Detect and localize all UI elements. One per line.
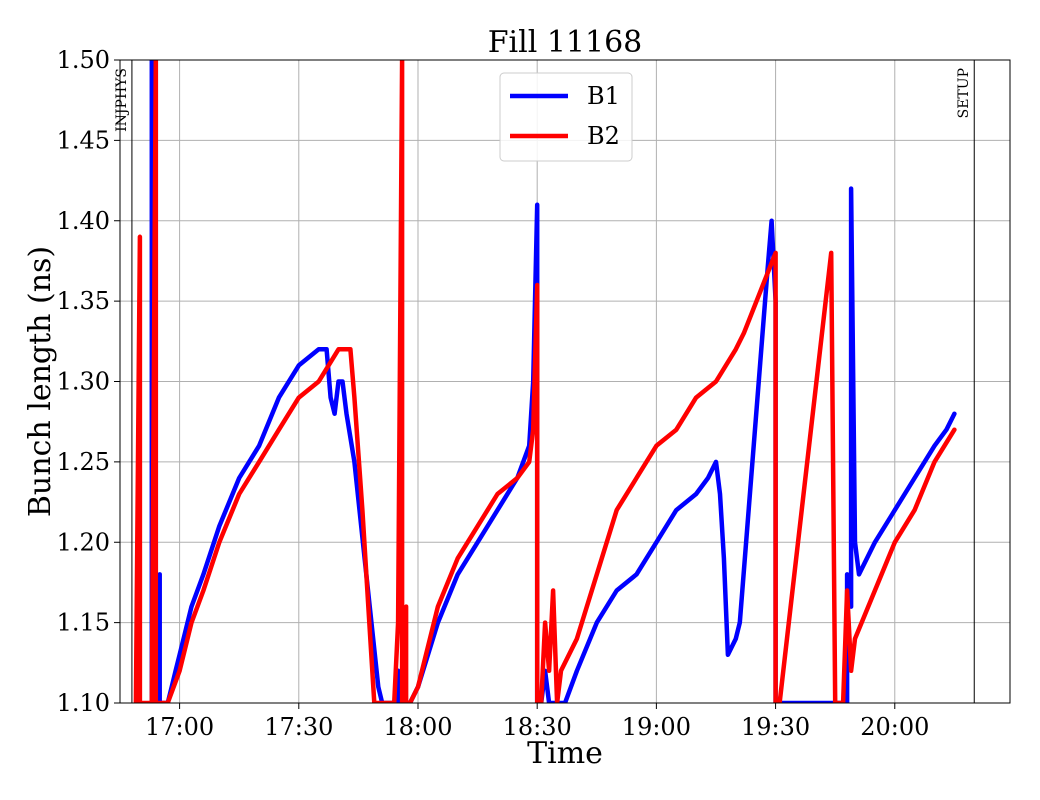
y-tick-label: 1.20 (57, 528, 110, 556)
marker-label: INJPHYS (114, 68, 130, 132)
y-tick-label: 1.40 (57, 207, 110, 235)
y-tick-label: 1.25 (57, 448, 110, 476)
y-axis-ticks: 1.10 1.15 1.20 1.25 1.30 1.35 1.40 1.45 1.50 (57, 46, 120, 717)
x-axis-title: Time (527, 736, 603, 771)
series-line-b2 (133, 60, 957, 703)
y-tick-label: 1.45 (57, 126, 110, 154)
marker-label: SETUP (956, 68, 972, 118)
x-tick-label: 17:30 (264, 713, 333, 741)
plot-area (133, 60, 957, 703)
legend-label: B2 (587, 122, 620, 150)
y-tick-label: 1.15 (57, 609, 110, 637)
x-tick-label: 18:30 (503, 713, 572, 741)
marker-lines: INJPHYS SETUP (114, 60, 975, 703)
x-axis-ticks: 17:00 17:30 18:00 18:30 19:00 19:30 20:00 (145, 703, 929, 741)
x-tick-label: 20:00 (860, 713, 929, 741)
x-tick-label: 19:30 (741, 713, 810, 741)
x-tick-label: 19:00 (622, 713, 691, 741)
y-tick-label: 1.30 (57, 368, 110, 396)
y-tick-label: 1.35 (57, 287, 110, 315)
x-tick-label: 17:00 (145, 713, 214, 741)
y-tick-label: 1.10 (57, 689, 110, 717)
y-tick-label: 1.50 (57, 46, 110, 74)
chart-title: Fill 11168 (488, 25, 643, 60)
legend-label: B1 (587, 82, 620, 110)
y-axis-title: Bunch length (ns) (23, 246, 58, 517)
x-tick-label: 18:00 (383, 713, 452, 741)
